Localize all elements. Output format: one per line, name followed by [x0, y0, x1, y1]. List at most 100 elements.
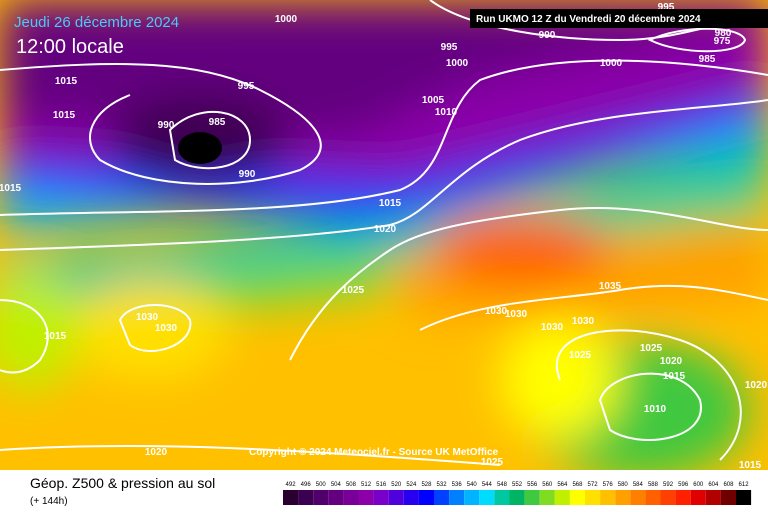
isobar-label: 1030 — [155, 323, 178, 334]
legend-swatch — [645, 490, 661, 505]
legend-swatch — [418, 490, 434, 505]
legend-swatch — [328, 490, 344, 505]
isobar-label: 1010 — [644, 404, 667, 415]
legend-swatch — [554, 490, 570, 505]
isobar-label: 995 — [658, 2, 675, 13]
legend-swatch — [494, 490, 510, 505]
isobar-label: 995 — [238, 81, 255, 92]
isobar-label: 1015 — [379, 198, 402, 209]
isobar-label: 975 — [714, 36, 731, 47]
isobar-label: 1020 — [660, 356, 683, 367]
legend-label: 496 — [301, 482, 312, 488]
legend-swatch — [283, 490, 299, 505]
footer-lead: (+ 144h) — [30, 496, 68, 507]
run-box — [470, 9, 768, 28]
legend-label: 564 — [557, 482, 568, 488]
isobar-label: 985 — [699, 54, 716, 65]
legend-swatch — [675, 490, 691, 505]
isobar-label: 1035 — [599, 281, 622, 292]
legend-swatch — [569, 490, 585, 505]
legend-label: 576 — [603, 482, 614, 488]
legend-swatch — [434, 490, 450, 505]
isobar-label: 1015 — [44, 331, 67, 342]
legend-swatch — [373, 490, 389, 505]
footer-title: Géop. Z500 & pression au sol — [30, 475, 215, 491]
isobar-label: 1025 — [342, 285, 365, 296]
isobar-label: 1015 — [53, 110, 76, 121]
copyright: Copyright © 2024 Meteociel.fr - Source U… — [249, 447, 499, 458]
isobar-label: 1025 — [481, 457, 504, 468]
legend-swatch — [690, 490, 706, 505]
isobar-label: 1000 — [275, 14, 298, 25]
isobar-label: 990 — [239, 169, 256, 180]
isobar-label: 1005 — [422, 95, 445, 106]
isobars — [0, 0, 768, 466]
isobar-label: 990 — [539, 30, 556, 41]
legend-swatch — [464, 490, 480, 505]
legend-swatch — [479, 490, 495, 505]
legend-label: 588 — [648, 482, 659, 488]
legend-label: 552 — [512, 482, 523, 488]
isobar-label: 1015 — [55, 76, 78, 87]
legend-swatch — [403, 490, 419, 505]
legend-swatch — [705, 490, 721, 505]
legend-label: 604 — [708, 482, 719, 488]
legend-label: 584 — [633, 482, 644, 488]
legend-label: 532 — [437, 482, 448, 488]
legend-swatch — [539, 490, 555, 505]
isobar-label: 1015 — [0, 183, 22, 194]
legend-swatch — [343, 490, 359, 505]
legend-label: 568 — [572, 482, 583, 488]
isobar-label: 1030 — [485, 306, 508, 317]
legend-swatch — [630, 490, 646, 505]
legend-swatch — [660, 490, 676, 505]
legend-label: 544 — [482, 482, 493, 488]
legend-swatch — [449, 490, 465, 505]
isobar-label: 1025 — [640, 343, 663, 354]
date: Jeudi 26 décembre 2024 — [14, 14, 179, 31]
legend-label: 492 — [286, 482, 297, 488]
legend-label: 572 — [588, 482, 599, 488]
legend-label: 516 — [376, 482, 387, 488]
legend-swatch — [615, 490, 631, 505]
legend-label: 560 — [542, 482, 553, 488]
time: 12:00 locale — [16, 36, 124, 58]
map-field — [0, 0, 768, 480]
isobar-label: 1030 — [136, 312, 159, 323]
isobar-label: 1000 — [446, 58, 469, 69]
isobar-label: 1030 — [505, 309, 528, 320]
isobar-label: 985 — [209, 117, 226, 128]
isobar-label: 1015 — [663, 371, 686, 382]
legend-swatch — [524, 490, 540, 505]
legend-label: 524 — [406, 482, 417, 488]
legend-label: 512 — [361, 482, 372, 488]
legend-swatch — [388, 490, 404, 505]
isobar-label: 1025 — [569, 350, 592, 361]
isobar-label: 995 — [441, 42, 458, 53]
isobar-label: 980 — [715, 28, 732, 39]
run-info: Run UKMO 12 Z du Vendredi 20 décembre 20… — [476, 14, 701, 25]
legend-label: 520 — [391, 482, 402, 488]
legend-swatch — [509, 490, 525, 505]
legend-swatch — [313, 490, 329, 505]
legend-label: 556 — [527, 482, 538, 488]
legend-swatch — [358, 490, 374, 505]
isobar-label: 1000 — [600, 58, 623, 69]
legend-label: 540 — [467, 482, 478, 488]
legend-swatch — [720, 490, 736, 505]
isobar-label: 1020 — [145, 447, 168, 458]
legend-label: 536 — [452, 482, 463, 488]
isobar-label: 1020 — [745, 380, 768, 391]
legend-label: 612 — [739, 482, 750, 488]
legend-swatch — [298, 490, 314, 505]
legend-label: 508 — [346, 482, 357, 488]
legend-swatch — [585, 490, 601, 505]
legend-label: 600 — [693, 482, 704, 488]
isobar-label: 1010 — [435, 107, 458, 118]
legend-label: 592 — [663, 482, 674, 488]
isobar-label: 1030 — [572, 316, 595, 327]
legend-label: 596 — [678, 482, 689, 488]
legend-swatch — [736, 490, 752, 505]
legend-label: 548 — [497, 482, 508, 488]
